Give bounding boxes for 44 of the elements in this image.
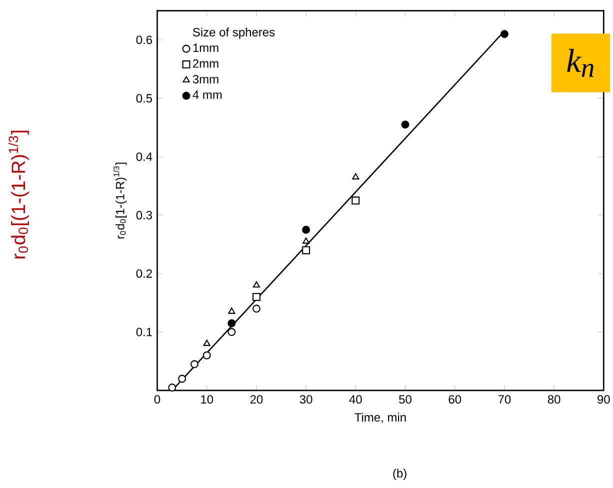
point xyxy=(190,360,198,368)
y-tick-label: 0.2 xyxy=(136,269,152,278)
x-tick-label: 0 xyxy=(154,395,160,404)
legend-title: Size of spheres xyxy=(192,28,275,39)
x-tick-label: 20 xyxy=(250,395,263,404)
point xyxy=(228,319,236,328)
point xyxy=(352,173,360,180)
y-tick-label: 0.4 xyxy=(136,152,152,162)
y-tick-label: 0.3 xyxy=(136,211,152,220)
point xyxy=(252,304,260,313)
legend-label: 3mm xyxy=(192,75,218,84)
y-tick-label: 0.1 xyxy=(136,328,152,336)
point xyxy=(178,374,186,383)
x-axis-title: Time, min xyxy=(354,412,406,424)
point xyxy=(168,384,176,392)
x-tick-label: 80 xyxy=(548,395,560,404)
point xyxy=(500,30,508,38)
y-tick-label: 0.6 xyxy=(136,36,152,44)
x-tick-label: 10 xyxy=(201,395,214,404)
annotation: k$_{n}$ xyxy=(567,49,594,78)
point xyxy=(302,226,310,234)
legend-label: 2mm xyxy=(193,59,218,68)
point xyxy=(202,352,211,360)
point xyxy=(252,293,260,302)
point xyxy=(228,308,236,314)
text: r$_{0}$d$_{0}$[(1-(1-R)$^{1/3}$] xyxy=(8,130,29,259)
y-tick-label: 0.5 xyxy=(136,94,152,103)
x-tick-label: 40 xyxy=(349,395,362,404)
x-tick-label: 90 xyxy=(598,395,610,404)
point xyxy=(302,246,310,254)
text: (b) xyxy=(393,468,406,480)
x-tick-label: 50 xyxy=(399,395,412,404)
y-axis-title: r$_{0}$d$_{0}$[1-(1-R)$^{1/3}$] xyxy=(113,162,127,239)
point xyxy=(352,196,360,205)
x-tick-label: 30 xyxy=(300,395,312,404)
legend-label: 1mm xyxy=(193,44,218,52)
x-tick-label: 70 xyxy=(498,395,511,404)
point xyxy=(302,238,310,244)
point xyxy=(203,340,210,346)
point xyxy=(252,281,260,288)
legend-label: 4 mm xyxy=(192,90,222,100)
point xyxy=(401,120,410,129)
x-tick-label: 60 xyxy=(448,395,462,404)
point xyxy=(228,328,236,336)
